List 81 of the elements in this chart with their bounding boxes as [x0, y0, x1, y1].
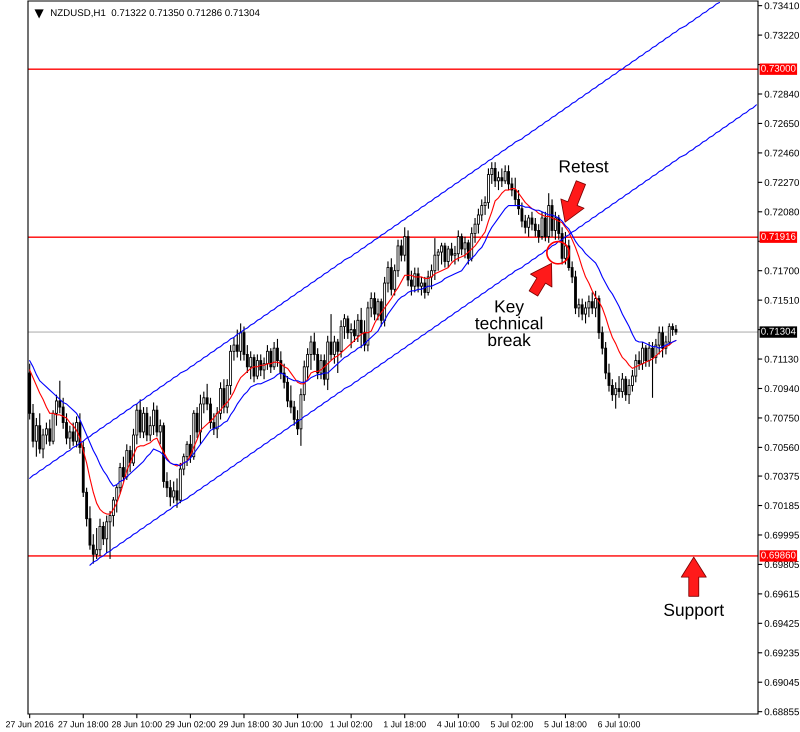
candlestick [450, 242, 454, 262]
x-tick-label: 30 Jun 10:00 [272, 721, 323, 728]
y-tick-label: 0.73410 [764, 2, 800, 10]
candlestick [497, 170, 500, 191]
candlestick [460, 232, 464, 256]
candlestick [373, 292, 376, 321]
candlestick [376, 298, 380, 321]
ref-line-label: 0.71304 [761, 328, 796, 335]
candlestick [540, 211, 544, 240]
candlestick [239, 322, 242, 362]
x-tick-label: 28 Jun 10:00 [112, 721, 162, 728]
x-tick-label: 1 Jul 02:00 [330, 720, 372, 728]
y-tick-label: 0.71510 [764, 296, 800, 304]
candlestick [98, 518, 102, 556]
candlestick [674, 324, 678, 336]
candlestick [416, 267, 420, 293]
candlestick [172, 480, 176, 504]
candlestick [272, 341, 276, 370]
y-tick-label: 0.70750 [764, 414, 800, 422]
candlestick [222, 378, 226, 414]
y-tick-label: 0.69045 [764, 678, 799, 686]
x-tick-label: 29 Jun 02:00 [166, 721, 216, 728]
y-tick-label: 0.72080 [764, 208, 800, 216]
candlestick [456, 230, 460, 262]
annotation: Retest [560, 160, 608, 172]
y-tick-label: 0.69805 [764, 561, 799, 568]
y-tick-label: 0.70185 [764, 502, 799, 510]
candlestick [420, 276, 423, 296]
y-tick-label: 0.70375 [764, 472, 799, 480]
x-tick-label: 27 Jun 2016 [6, 721, 54, 728]
candlestick [145, 406, 148, 442]
candlestick [256, 354, 259, 380]
candlestick [236, 329, 239, 358]
candlestick [68, 425, 72, 450]
y-tick-label: 0.71130 [764, 356, 798, 363]
y-tick-label: 0.72460 [764, 150, 800, 157]
y-tick-label: 0.68855 [764, 708, 799, 716]
candlestick [618, 376, 620, 398]
candlestick [252, 354, 256, 383]
y-tick-label: 0.69615 [764, 590, 799, 598]
y-tick-label: 0.69995 [764, 532, 799, 539]
candlestick [446, 245, 450, 268]
candlestick [75, 416, 78, 448]
candlestick [641, 341, 644, 370]
text: NZDUSD,H1 0.71322 0.71350 0.71286 0.71304 [51, 9, 260, 18]
candlestick [500, 168, 504, 188]
candlestick [661, 326, 664, 358]
candlestick [527, 214, 530, 238]
x-tick-label: 29 Jun 18:00 [219, 721, 269, 728]
x-tick-label: 6 Jul 10:00 [598, 720, 640, 728]
candlestick [34, 417, 38, 458]
candlestick [651, 341, 654, 398]
x-tick-label: 4 Jul 10:00 [437, 720, 480, 728]
candlestick [564, 231, 567, 266]
y-tick-label: 0.72270 [764, 179, 800, 186]
ref-line-label: 0.69860 [761, 552, 796, 559]
candlestick [443, 242, 446, 268]
annotation: Support [664, 604, 724, 620]
x-tick-label: 5 Jul 02:00 [490, 720, 533, 728]
ref-line-label: 0.71916 [761, 232, 796, 240]
candlestick [320, 354, 322, 380]
y-tick-label: 0.73220 [764, 32, 800, 39]
candlestick [102, 521, 105, 546]
x-tick-label: 27 Jun 18:00 [58, 721, 108, 728]
x-tick-label: 5 Jul 18:00 [544, 720, 587, 728]
x-tick-label: 1 Jul 18:00 [384, 720, 426, 728]
y-tick-label: 0.69235 [764, 650, 799, 656]
y-tick-label: 0.72650 [764, 120, 800, 128]
candlestick [620, 372, 624, 398]
candlestick [590, 292, 594, 315]
candlestick [464, 236, 466, 259]
candlestick [142, 406, 145, 439]
y-tick-label: 0.70940 [764, 385, 800, 392]
ref-line-label: 0.73000 [761, 64, 796, 72]
y-tick-label: 0.69425 [764, 620, 799, 627]
y-tick-label: 0.70560 [764, 444, 800, 452]
candlestick [494, 162, 497, 188]
y-tick-label: 0.72840 [764, 90, 800, 98]
y-tick-label: 0.71700 [764, 267, 800, 274]
candlestick [350, 322, 353, 349]
annotation: Key technical break [475, 300, 542, 346]
